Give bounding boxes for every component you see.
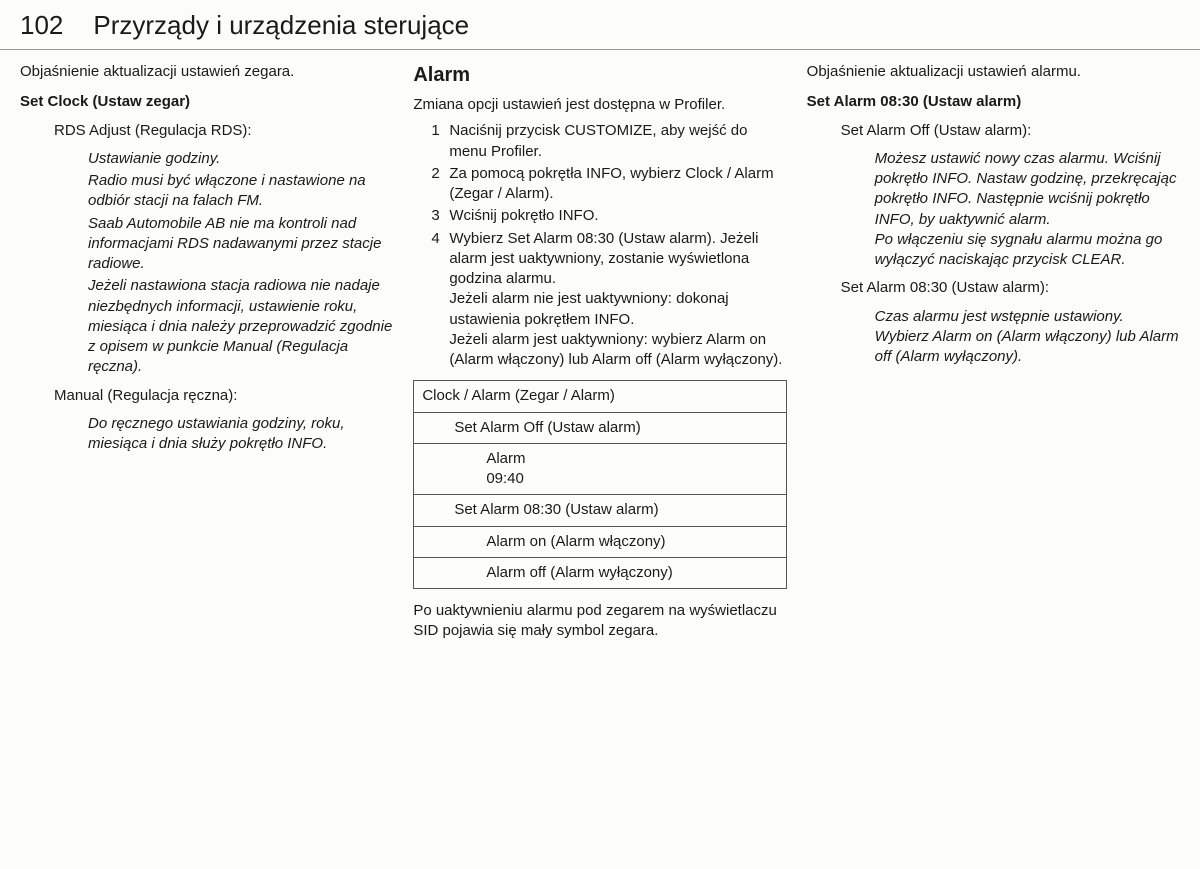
- rds-body-line: Saab Automobile AB nie ma kontroli nad i…: [88, 214, 393, 275]
- menu-item: Clock / Alarm (Zegar / Alarm): [414, 381, 786, 412]
- step-number: 2: [431, 164, 439, 184]
- column-right: Objaśnienie aktualizacji ustawień alarmu…: [807, 62, 1180, 642]
- set-clock-heading: Set Clock (Ustaw zegar): [20, 92, 393, 112]
- column-middle: Alarm Zmiana opcji ustawień jest dostępn…: [413, 62, 786, 642]
- column-left: Objaśnienie aktualizacji ustawień zegara…: [20, 62, 393, 642]
- alarm-on-label: Set Alarm 08:30 (Ustaw alarm):: [841, 278, 1180, 298]
- alarm-off-text: Możesz ustawić nowy czas alarmu. Wciśnij…: [875, 149, 1180, 271]
- rds-body-line: Radio musi być włączone i nastawione na …: [88, 171, 393, 212]
- step-text: Wciśnij pokrętło INFO.: [449, 207, 598, 224]
- content-columns: Objaśnienie aktualizacji ustawień zegara…: [0, 50, 1200, 654]
- clock-intro: Objaśnienie aktualizacji ustawień zegara…: [20, 62, 393, 82]
- set-alarm-heading: Set Alarm 08:30 (Ustaw alarm): [807, 92, 1180, 112]
- step-number: 4: [431, 229, 439, 249]
- rds-body-line: Ustawianie godziny.: [88, 149, 393, 169]
- step-text: Naciśnij przycisk CUSTOMIZE, aby wejść d…: [449, 122, 747, 159]
- table-row: Alarm off (Alarm wyłączony): [414, 557, 786, 588]
- alarm-heading: Alarm: [413, 62, 786, 89]
- rds-adjust-body: Ustawianie godziny. Radio musi być włącz…: [88, 149, 393, 378]
- step-number: 1: [431, 121, 439, 141]
- alarm-off-label: Set Alarm Off (Ustaw alarm):: [841, 121, 1180, 141]
- step-item: 3 Wciśnij pokrętło INFO.: [431, 206, 786, 226]
- alarm-off-body: Możesz ustawić nowy czas alarmu. Wciśnij…: [875, 149, 1180, 271]
- table-row: Clock / Alarm (Zegar / Alarm): [414, 381, 786, 412]
- step-text: Za pomocą pokrętła INFO, wybierz Clock /…: [449, 165, 773, 202]
- table-row: Alarm on (Alarm włączony): [414, 526, 786, 557]
- alarm-menu-table: Clock / Alarm (Zegar / Alarm) Set Alarm …: [413, 380, 786, 589]
- menu-item: Alarm off (Alarm wyłączony): [414, 557, 786, 588]
- alarm-settings-intro: Objaśnienie aktualizacji ustawień alarmu…: [807, 62, 1180, 82]
- menu-item: Alarm 09:40: [414, 443, 786, 495]
- step-item: 2 Za pomocą pokrętła INFO, wybierz Clock …: [431, 164, 786, 205]
- page-title: Przyrządy i urządzenia sterujące: [93, 10, 469, 41]
- menu-item: Set Alarm 08:30 (Ustaw alarm): [414, 495, 786, 526]
- step-number: 3: [431, 206, 439, 226]
- step-text: Wybierz Set Alarm 08:30 (Ustaw alarm). J…: [449, 230, 782, 369]
- manual-body-text: Do ręcznego ustawiania godziny, roku, mi…: [88, 414, 393, 455]
- manual-label: Manual (Regulacja ręczna):: [54, 386, 393, 406]
- rds-adjust-label: RDS Adjust (Regulacja RDS):: [54, 121, 393, 141]
- alarm-intro: Zmiana opcji ustawień jest dostępna w Pr…: [413, 95, 786, 115]
- table-row: Alarm 09:40: [414, 443, 786, 495]
- alarm-on-body: Czas alarmu jest wstępnie ustawiony. Wyb…: [875, 307, 1180, 368]
- page-header: 102 Przyrządy i urządzenia sterujące: [0, 0, 1200, 50]
- step-item: 1 Naciśnij przycisk CUSTOMIZE, aby wejść …: [431, 121, 786, 162]
- alarm-steps: 1 Naciśnij przycisk CUSTOMIZE, aby wejść …: [413, 121, 786, 370]
- table-row: Set Alarm Off (Ustaw alarm): [414, 412, 786, 443]
- alarm-on-text: Czas alarmu jest wstępnie ustawiony. Wyb…: [875, 307, 1180, 368]
- menu-item: Alarm on (Alarm włączony): [414, 526, 786, 557]
- manual-body: Do ręcznego ustawiania godziny, roku, mi…: [88, 414, 393, 455]
- page-number: 102: [20, 10, 63, 41]
- alarm-after-text: Po uaktywnieniu alarmu pod zegarem na wy…: [413, 601, 786, 642]
- rds-body-line: Jeżeli nastawiona stacja radiowa nie nad…: [88, 276, 393, 377]
- table-row: Set Alarm 08:30 (Ustaw alarm): [414, 495, 786, 526]
- step-item: 4 Wybierz Set Alarm 08:30 (Ustaw alarm). …: [431, 229, 786, 371]
- menu-item: Set Alarm Off (Ustaw alarm): [414, 412, 786, 443]
